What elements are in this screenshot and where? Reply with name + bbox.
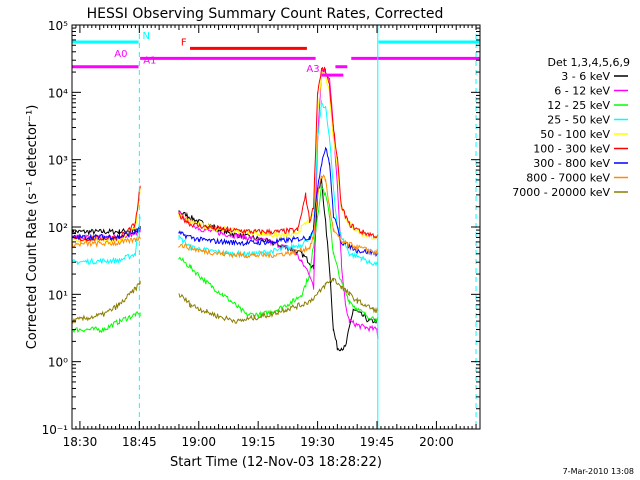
series-line	[72, 68, 480, 242]
series-line	[72, 278, 480, 323]
y-tick-label: 10⁻¹	[42, 423, 69, 437]
series-line	[72, 71, 480, 243]
legend-title: Det 1,3,4,5,6,9	[547, 56, 630, 69]
legend-label: 50 - 100 keV	[540, 128, 610, 141]
y-tick-label: 10⁰	[48, 356, 68, 370]
legend-label: 3 - 6 keV	[561, 70, 610, 83]
legend-label: 25 - 50 keV	[547, 114, 610, 127]
series-line	[72, 183, 379, 334]
y-tick-label: 10³	[48, 154, 68, 168]
state-bar-label: N	[143, 31, 150, 42]
state-bar-label: A3	[306, 64, 319, 75]
x-tick-label: 18:45	[122, 435, 157, 449]
chart-title: HESSI Observing Summary Count Rates, Cor…	[87, 6, 444, 22]
legend-label: 100 - 300 keV	[533, 143, 610, 156]
x-tick-label: 19:30	[300, 435, 335, 449]
footer-date: 7-Mar-2010 13:08	[563, 467, 634, 476]
x-tick-label: 19:15	[241, 435, 276, 449]
state-bar-label: A1	[143, 56, 156, 67]
series-line	[72, 175, 480, 258]
legend-label: 800 - 7000 keV	[526, 172, 610, 185]
y-tick-label: 10⁴	[48, 86, 68, 100]
y-axis: 10⁻¹ 10⁰ 10¹ 10² 10³ 10⁴ 10⁵	[42, 19, 480, 437]
y-tick-label: 10²	[48, 221, 68, 235]
y-tick-label: 10⁵	[48, 19, 68, 33]
x-axis: 18:30 18:45 19:00 19:15 19:30 19:45 20:00	[63, 25, 481, 449]
legend-label: 12 - 25 keV	[547, 99, 610, 112]
legend-label: 7000 - 20000 keV	[512, 186, 610, 199]
plot-area	[72, 68, 480, 352]
legend-label: 6 - 12 keV	[554, 85, 610, 98]
x-tick-label: 20:00	[419, 435, 454, 449]
x-axis-label: Start Time (12-Nov-03 18:28:22)	[170, 455, 382, 470]
y-tick-label: 10¹	[48, 288, 68, 302]
y-axis-label: Corrected Count Rate (s⁻¹ detector⁻¹)	[25, 105, 40, 350]
legend-label: 300 - 800 keV	[533, 157, 610, 170]
x-tick-label: 18:30	[63, 435, 98, 449]
state-bar-label: F	[181, 37, 187, 48]
x-tick-label: 19:45	[360, 435, 395, 449]
x-tick-label: 19:00	[181, 435, 216, 449]
state-bar-label: A0	[114, 49, 127, 60]
